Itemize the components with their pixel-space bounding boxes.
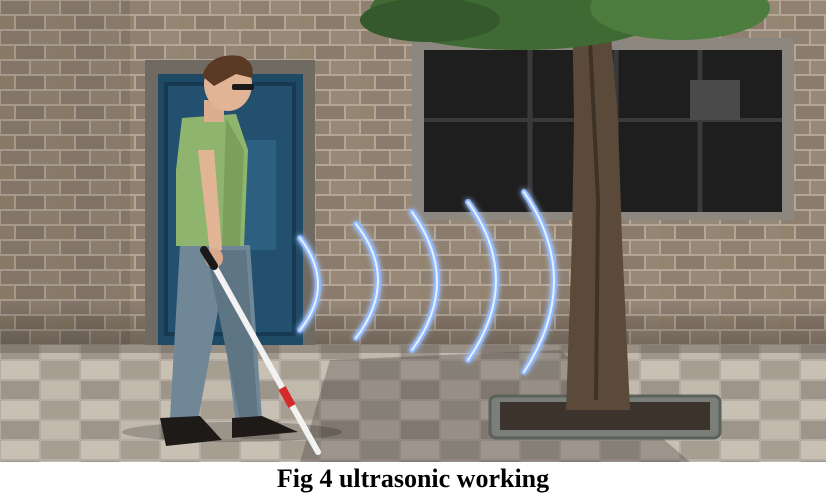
cane <box>200 246 321 455</box>
tree <box>360 0 770 440</box>
person <box>122 55 342 446</box>
scene-illustration <box>0 0 826 462</box>
figure-caption: Fig 4 ultrasonic working <box>276 464 550 493</box>
ultrasonic-waves <box>297 189 557 375</box>
